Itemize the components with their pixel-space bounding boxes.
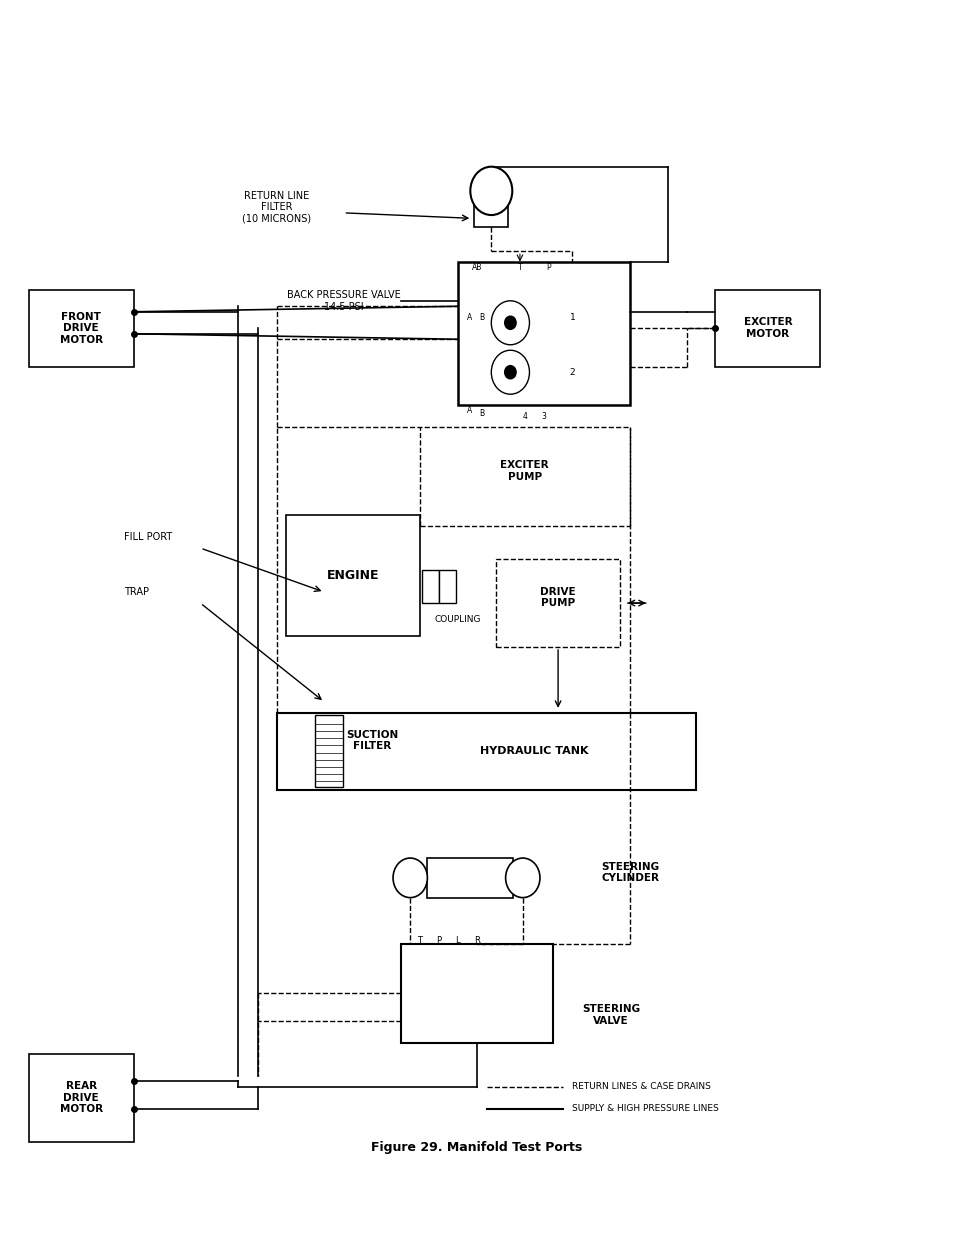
Text: T: T [517, 263, 521, 272]
Text: T: T [416, 936, 422, 945]
Text: HYDRAULIC TANK: HYDRAULIC TANK [479, 746, 588, 756]
Circle shape [505, 858, 539, 898]
Text: L: L [456, 936, 459, 945]
Bar [438, 571, 456, 603]
Bar [457, 262, 629, 405]
Bar [400, 944, 553, 1042]
Text: STEERING
VALVE: STEERING VALVE [581, 1004, 639, 1026]
Text: RETURN LINE
FILTER
(10 MICRONS): RETURN LINE FILTER (10 MICRONS) [242, 190, 311, 224]
Text: Figure 29. Manifold Test Ports: Figure 29. Manifold Test Ports [371, 1141, 582, 1153]
Text: PAGE 38 — AR-13H RIDE-ON TANDEM DRUM ROLLER — OPERATION & PARTS MANUAL — REV. #1: PAGE 38 — AR-13H RIDE-ON TANDEM DRUM ROL… [204, 1207, 749, 1216]
Bar [29, 290, 133, 367]
Text: 1: 1 [569, 312, 575, 322]
Text: SUCTION
FILTER: SUCTION FILTER [346, 730, 397, 751]
Text: RETURN LINES & CASE DRAINS: RETURN LINES & CASE DRAINS [572, 1082, 711, 1092]
Text: ENGINE: ENGINE [326, 569, 379, 582]
Bar [715, 290, 820, 367]
Text: COUPLING: COUPLING [435, 615, 480, 624]
Text: A: A [466, 312, 472, 322]
Text: B: B [478, 312, 484, 322]
Circle shape [491, 351, 529, 394]
Circle shape [504, 366, 516, 379]
Text: TRAP: TRAP [124, 587, 149, 597]
Circle shape [470, 167, 512, 215]
Bar [276, 713, 696, 790]
Text: 4: 4 [521, 411, 527, 421]
Text: DRIVE
PUMP: DRIVE PUMP [539, 587, 576, 609]
Text: FRONT
DRIVE
MOTOR: FRONT DRIVE MOTOR [59, 311, 103, 345]
Text: P: P [436, 936, 441, 945]
Text: R: R [474, 936, 479, 945]
Bar [286, 515, 419, 636]
Bar [474, 200, 508, 227]
Circle shape [393, 858, 427, 898]
Bar [427, 858, 513, 898]
Text: A: A [466, 406, 472, 415]
Text: BACK PRESSURE VALVE
14.5 PSI: BACK PRESSURE VALVE 14.5 PSI [286, 290, 400, 311]
Text: AB: AB [472, 263, 482, 272]
Circle shape [504, 316, 516, 330]
Text: P: P [546, 263, 550, 272]
Bar [29, 1053, 133, 1141]
Text: EXCITER
PUMP: EXCITER PUMP [500, 461, 548, 482]
Text: STEERING
CYLINDER: STEERING CYLINDER [600, 862, 659, 883]
Text: SUPPLY & HIGH PRESSURE LINES: SUPPLY & HIGH PRESSURE LINES [572, 1104, 719, 1113]
Text: B: B [478, 410, 484, 419]
Bar [496, 559, 619, 647]
Bar [421, 571, 438, 603]
Text: REAR
DRIVE
MOTOR: REAR DRIVE MOTOR [59, 1081, 103, 1114]
Bar [314, 715, 343, 787]
Text: 2: 2 [569, 368, 575, 377]
Circle shape [491, 301, 529, 345]
Text: AR-13H RIDE-ON ROLLER — MANIFOLD TEST PORTS: AR-13H RIDE-ON ROLLER — MANIFOLD TEST PO… [196, 31, 757, 51]
Text: 3: 3 [540, 411, 546, 421]
Text: FILL PORT: FILL PORT [124, 532, 172, 542]
Text: EXCITER
MOTOR: EXCITER MOTOR [743, 317, 791, 340]
